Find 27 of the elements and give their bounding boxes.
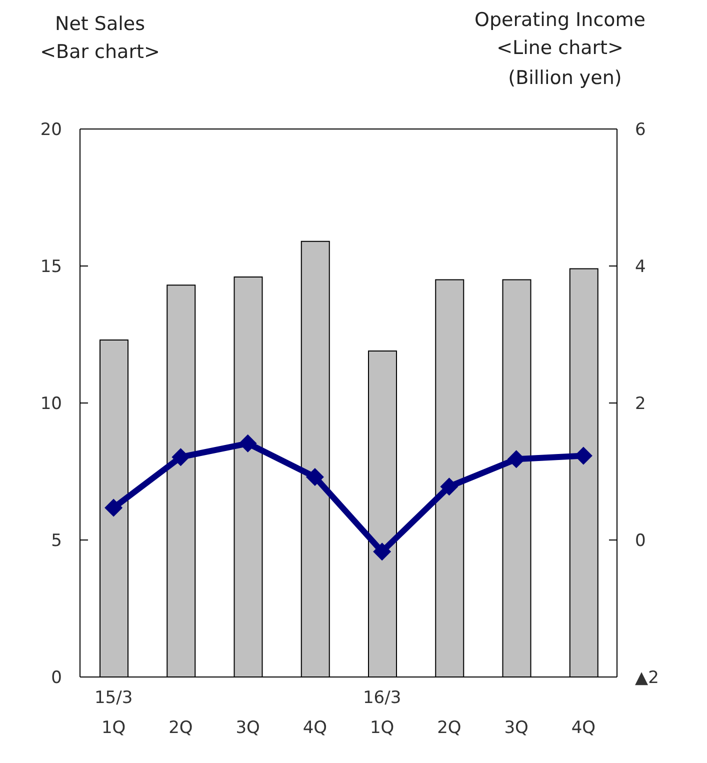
- x-tick-label: 4Q: [302, 718, 328, 738]
- point: [440, 478, 458, 496]
- y2-axis-title: Operating Income <Line chart>: [474, 8, 646, 61]
- y2-tick-label: 6: [635, 120, 646, 140]
- y2-tick-label: 4: [635, 257, 646, 278]
- point: [306, 468, 324, 486]
- y-tick-label: 10: [40, 394, 62, 414]
- y-tick-label: 0: [51, 668, 62, 688]
- point: [172, 448, 190, 466]
- x-tick-label: 3Q: [504, 718, 528, 738]
- y-tick-label: 15: [40, 257, 62, 278]
- y2-tick-label: 2: [635, 394, 646, 414]
- point: [238, 434, 257, 452]
- y-axis-title: Net Sales <Bar chart>: [39, 12, 161, 65]
- point: [373, 542, 392, 561]
- x-tick-label: 4Q: [571, 718, 596, 738]
- y2-tick-label: 0: [635, 531, 646, 552]
- x-tick-label: 15/3 1Q: [94, 688, 133, 738]
- x-tick-label: 16/3 1Q: [362, 688, 402, 738]
- text: (Billion yen): [507, 66, 623, 91]
- y-tick-label: 20: [40, 120, 62, 140]
- y2-tick-label: ▲2: [635, 668, 659, 688]
- x-tick-label: 2Q: [168, 718, 193, 738]
- x-tick-label: 3Q: [236, 718, 260, 738]
- x-tick-label: 2Q: [437, 718, 462, 738]
- y-tick-label: 5: [51, 531, 62, 552]
- point: [104, 498, 123, 517]
